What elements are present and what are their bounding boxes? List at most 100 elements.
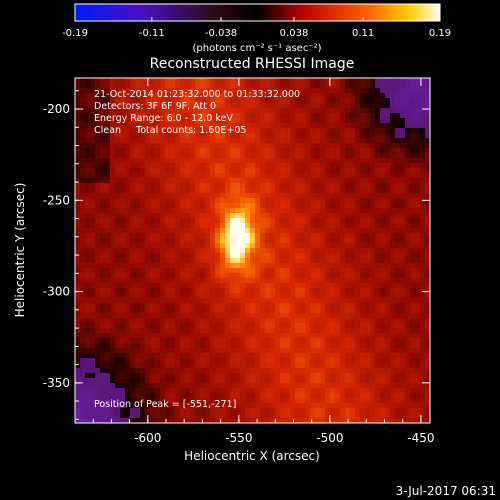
heatmap-cell	[80, 358, 85, 363]
heatmap-cell	[195, 293, 200, 298]
heatmap-cell	[210, 318, 215, 323]
heatmap-cell	[155, 373, 160, 378]
heatmap-cell	[170, 208, 175, 213]
heatmap-cell	[290, 128, 295, 133]
heatmap-cell	[410, 118, 415, 123]
heatmap-cell	[370, 118, 375, 123]
heatmap-cell	[325, 108, 330, 113]
heatmap-cell	[155, 338, 160, 343]
heatmap-cell	[295, 93, 300, 98]
heatmap-cell	[140, 283, 145, 288]
heatmap-cell	[205, 108, 210, 113]
heatmap-cell	[340, 208, 345, 213]
heatmap-cell	[425, 408, 430, 413]
heatmap-cell	[180, 413, 185, 418]
heatmap-cell	[285, 333, 290, 338]
heatmap-cell	[320, 238, 325, 243]
heatmap-cell	[160, 78, 165, 83]
heatmap-cell	[230, 78, 235, 83]
heatmap-cell	[135, 148, 140, 153]
heatmap-cell	[130, 103, 135, 108]
heatmap-cell	[375, 153, 380, 158]
heatmap-cell	[395, 203, 400, 208]
heatmap-cell	[195, 368, 200, 373]
heatmap-cell	[380, 188, 385, 193]
heatmap-cell	[180, 288, 185, 293]
heatmap-cell	[300, 333, 305, 338]
heatmap-cell	[280, 168, 285, 173]
heatmap-cell	[280, 383, 285, 388]
heatmap-cell	[285, 273, 290, 278]
heatmap-cell	[360, 113, 365, 118]
heatmap-cell	[185, 168, 190, 173]
heatmap-cell	[170, 388, 175, 393]
heatmap-cell	[170, 233, 175, 238]
heatmap-cell	[420, 393, 425, 398]
heatmap-cell	[375, 168, 380, 173]
heatmap-cell	[385, 118, 390, 123]
heatmap-cell	[290, 358, 295, 363]
heatmap-cell	[180, 393, 185, 398]
heatmap-cell	[150, 148, 155, 153]
heatmap-cell	[180, 173, 185, 178]
heatmap-cell	[85, 213, 90, 218]
heatmap-cell	[360, 338, 365, 343]
heatmap-cell	[350, 168, 355, 173]
heatmap-cell	[325, 263, 330, 268]
heatmap-cell	[260, 198, 265, 203]
heatmap-cell	[185, 288, 190, 293]
heatmap-cell	[240, 183, 245, 188]
heatmap-cell	[195, 378, 200, 383]
heatmap-cell	[390, 393, 395, 398]
heatmap-cell	[80, 108, 85, 113]
heatmap-cell	[180, 383, 185, 388]
heatmap-cell	[320, 148, 325, 153]
heatmap-cell	[295, 118, 300, 123]
heatmap-cell	[165, 328, 170, 333]
heatmap-cell	[370, 338, 375, 343]
heatmap-cell	[195, 198, 200, 203]
heatmap-cell	[285, 103, 290, 108]
heatmap-cell	[145, 273, 150, 278]
heatmap-cell	[355, 78, 360, 83]
heatmap-cell	[160, 118, 165, 123]
heatmap-cell	[320, 223, 325, 228]
heatmap-cell	[350, 238, 355, 243]
heatmap-cell	[85, 388, 90, 393]
heatmap-cell	[225, 398, 230, 403]
heatmap-cell	[150, 233, 155, 238]
heatmap-cell	[355, 218, 360, 223]
heatmap-cell	[270, 273, 275, 278]
heatmap-cell	[250, 88, 255, 93]
heatmap-cell	[285, 143, 290, 148]
heatmap-cell	[85, 223, 90, 228]
heatmap-cell	[395, 218, 400, 223]
heatmap-cell	[175, 78, 180, 83]
heatmap-cell	[225, 323, 230, 328]
heatmap-cell	[230, 248, 235, 253]
heatmap-cell	[135, 293, 140, 298]
heatmap-cell	[260, 343, 265, 348]
heatmap-cell	[420, 383, 425, 388]
heatmap-cell	[350, 293, 355, 298]
heatmap-cell	[300, 288, 305, 293]
heatmap-cell	[395, 393, 400, 398]
heatmap-cell	[250, 193, 255, 198]
heatmap-cell	[350, 153, 355, 158]
heatmap-cell	[260, 138, 265, 143]
heatmap-cell	[375, 273, 380, 278]
heatmap-cell	[145, 308, 150, 313]
heatmap-cell	[305, 323, 310, 328]
heatmap-cell	[340, 128, 345, 133]
heatmap-cell	[265, 318, 270, 323]
heatmap-cell	[345, 338, 350, 343]
heatmap-cell	[405, 238, 410, 243]
heatmap-cell	[140, 143, 145, 148]
heatmap-cell	[125, 128, 130, 133]
heatmap-cell	[420, 368, 425, 373]
heatmap-cell	[325, 138, 330, 143]
heatmap-cell	[255, 158, 260, 163]
heatmap-cell	[285, 298, 290, 303]
heatmap-cell	[110, 363, 115, 368]
heatmap-cell	[95, 188, 100, 193]
